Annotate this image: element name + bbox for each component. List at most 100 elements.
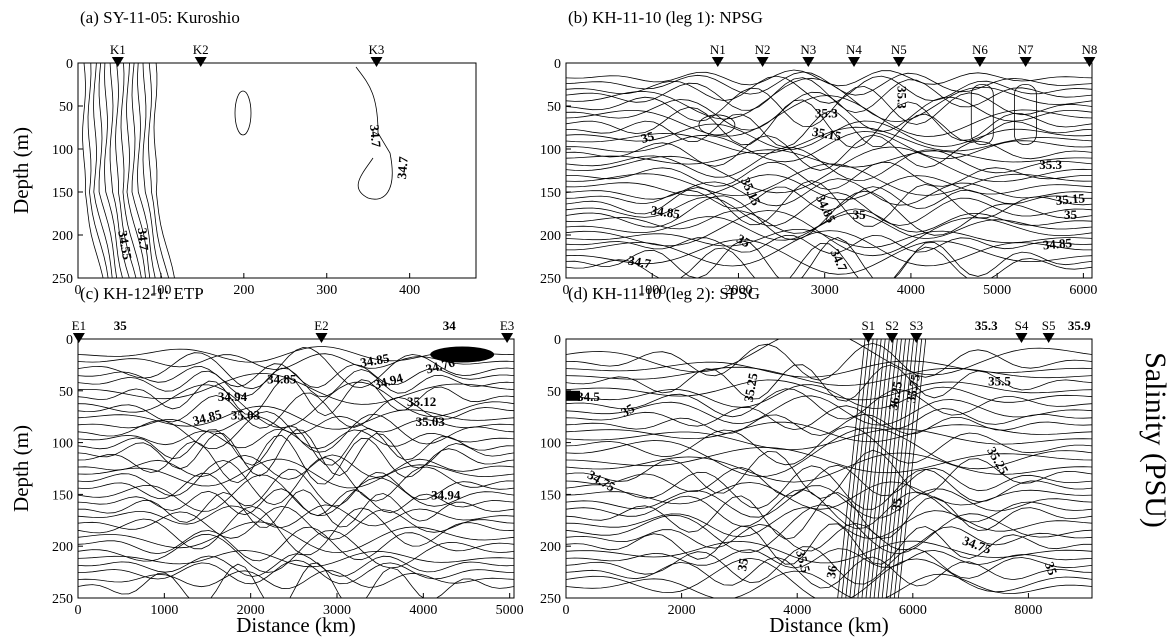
contour-label: 35	[888, 496, 905, 512]
contour-line	[566, 190, 1092, 241]
contour-line	[87, 63, 109, 278]
panel-title: (c) KH-12-1: ETP	[80, 284, 204, 303]
contour-label: 35.15	[738, 175, 764, 208]
contour-line	[881, 339, 910, 598]
station-label: S3	[909, 318, 923, 333]
contour-line	[566, 548, 1092, 569]
contour-line	[120, 63, 142, 278]
plot-frame	[77, 338, 515, 599]
contour-line	[566, 212, 1092, 241]
contour-line	[78, 367, 514, 398]
contour-line	[78, 392, 514, 429]
x-tick-label: 8000	[1014, 603, 1042, 618]
contour-line	[78, 376, 514, 417]
contour-line	[82, 63, 104, 278]
contour-label: 34.85	[191, 406, 224, 428]
y-tick-label: 150	[540, 488, 561, 503]
contour-line	[566, 426, 1092, 466]
contour-line	[566, 120, 1092, 150]
contour-line	[566, 178, 1092, 207]
contour-line	[877, 339, 906, 598]
x-tick-label: 0	[75, 603, 82, 618]
contour-label: 34.55	[115, 229, 135, 261]
contour-line	[566, 464, 1092, 497]
panel-title: (d) KH-11-10 (leg 2): SPSG	[568, 284, 760, 303]
contour-line	[566, 557, 1092, 598]
y-tick-label: 100	[52, 143, 73, 158]
station-label: N1	[710, 42, 726, 57]
contour-line	[566, 161, 1092, 191]
contour-line	[566, 186, 1092, 211]
contour-line	[566, 77, 1092, 123]
y-tick-label: 0	[554, 57, 561, 72]
contour-line	[78, 506, 514, 556]
contour-label: 34.7	[367, 124, 384, 148]
station-marker	[111, 57, 124, 67]
colorbar-label: Salinity (PSU)	[1139, 352, 1172, 528]
station-marker	[756, 57, 769, 67]
contour-line	[566, 163, 1092, 197]
contour-label: 34.7	[135, 227, 152, 251]
contour-line	[566, 210, 1092, 257]
top-contour-label: 35.9	[1068, 318, 1091, 333]
contour-label: 35.12	[407, 394, 436, 409]
station-label: E1	[72, 318, 86, 333]
station-label: N8	[1081, 42, 1097, 57]
contour-line	[109, 63, 130, 278]
contour-line	[78, 530, 514, 573]
y-tick-label: 50	[547, 100, 561, 115]
station-marker	[315, 333, 328, 343]
x-tick-label: 400	[399, 283, 420, 298]
contour-line	[566, 449, 1092, 499]
station-label: E2	[314, 318, 328, 333]
y-tick-label: 50	[59, 385, 73, 400]
contour-line	[78, 454, 514, 480]
contour-line	[566, 504, 1092, 555]
contour-label: 35.5	[793, 548, 814, 574]
station-label: E3	[500, 318, 514, 333]
contour-line	[566, 522, 1092, 552]
station-label: N5	[891, 42, 907, 57]
y-tick-label: 150	[540, 186, 561, 201]
contour-line	[566, 485, 1092, 519]
contour-line	[148, 63, 170, 278]
contour-line	[857, 339, 886, 598]
contour-line	[566, 405, 1092, 431]
contour-line	[566, 192, 1092, 227]
station-marker	[886, 333, 899, 343]
contour-line	[566, 446, 1092, 474]
x-tick-label: 6000	[1069, 283, 1097, 298]
contour-line	[853, 339, 882, 598]
contour-line	[837, 339, 866, 598]
station-label: N2	[755, 42, 771, 57]
top-contour-label: 35.3	[975, 318, 998, 333]
x-axis-label: Distance (km)	[769, 613, 889, 637]
y-tick-label: 50	[59, 100, 73, 115]
y-tick-label: 100	[540, 437, 561, 452]
contour-label: 35	[734, 556, 751, 572]
contour-line	[126, 63, 146, 278]
contour-line	[93, 63, 113, 278]
y-tick-label: 100	[540, 143, 561, 158]
contour-line	[566, 229, 1092, 248]
dense-contour-patch	[430, 346, 495, 363]
contour-line	[566, 489, 1092, 529]
dense-contour-patch	[566, 390, 580, 401]
x-tick-label: 0	[75, 283, 82, 298]
contour-line	[355, 66, 393, 200]
contour-line	[566, 243, 1092, 278]
contour-label: 35	[639, 128, 656, 146]
station-marker	[862, 333, 875, 343]
y-axis-label: Depth (m)	[9, 425, 33, 512]
contour-label: 34.85	[1042, 235, 1073, 253]
contour-line	[78, 488, 514, 517]
contour-line	[137, 63, 156, 278]
station-label: N3	[800, 42, 816, 57]
contour-lines	[78, 346, 514, 598]
y-tick-label: 200	[540, 540, 561, 555]
contour-label: 35	[1042, 560, 1061, 578]
contour-line	[566, 465, 1092, 510]
contour-lines	[82, 63, 393, 278]
